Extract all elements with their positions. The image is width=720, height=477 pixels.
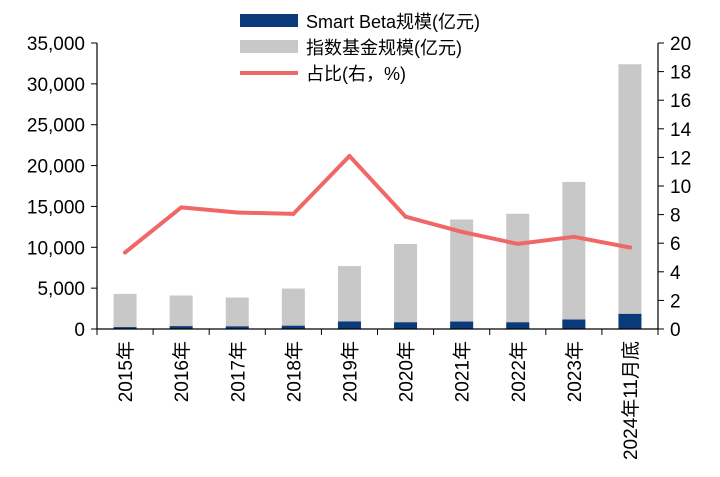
right-axis-tick-label: 10 [670, 177, 691, 198]
x-axis-category-label: 2021年 [452, 341, 474, 402]
legend-swatch-index-fund [240, 40, 298, 53]
right-axis-tick-label: 18 [670, 63, 691, 84]
left-axis-tick-label: 10,000 [27, 238, 85, 259]
smart-beta-bar [506, 322, 530, 329]
smart-beta-bar [562, 319, 586, 329]
ratio-point [515, 241, 520, 246]
ratio-point [627, 245, 632, 250]
left-axis-tick-label: 30,000 [27, 75, 85, 96]
right-axis-tick-label: 20 [670, 34, 691, 55]
right-axis-tick-label: 4 [670, 263, 681, 284]
ratio-point [571, 234, 576, 239]
ratio-point [123, 250, 128, 255]
index-fund-bar [113, 293, 137, 329]
legend: Smart Beta规模(亿元) 指数基金规模(亿元) 占比(右，%) [240, 12, 480, 84]
index-fund-bar [169, 295, 193, 329]
x-axis-category-label: 2024年11月底 [620, 341, 642, 460]
right-axis-tick-label: 2 [670, 291, 681, 312]
index-fund-bar [618, 64, 642, 329]
left-axis-tick-label: 0 [74, 320, 85, 341]
ratio-line [123, 154, 632, 255]
x-axis-category-label: 2023年 [564, 341, 586, 402]
smart-beta-bar [337, 321, 361, 329]
smart-beta-bar [618, 313, 642, 329]
ratio-point [179, 205, 184, 210]
right-axis-tick-label: 8 [670, 206, 681, 227]
index-fund-bar [450, 219, 474, 329]
smart-beta-bar [169, 326, 193, 329]
legend-label-smart-beta: Smart Beta规模(亿元) [306, 12, 480, 32]
x-axis-category-label: 2016年 [171, 341, 193, 402]
ratio-point [291, 211, 296, 216]
x-axis-category-label: 2019年 [339, 341, 361, 402]
index-fund-bar [506, 213, 530, 329]
ratio-point [347, 153, 352, 158]
smart-beta-bar [394, 322, 418, 329]
left-axis-tick-label: 25,000 [27, 116, 85, 137]
x-axis-category-label: 2017年 [227, 341, 249, 402]
x-axis-category-label: 2018年 [283, 341, 305, 402]
index-fund-bar [394, 244, 418, 329]
right-axis-tick-label: 16 [670, 91, 691, 112]
left-axis-tick-label: 5,000 [37, 279, 85, 300]
left-axis-tick-label: 20,000 [27, 157, 85, 178]
x-axis-category-label: 2022年 [508, 341, 530, 402]
plot-area: 0 5,000 10,000 15,000 20,000 25,000 30,000 35,0… [27, 34, 692, 460]
left-axis-tick-label: 15,000 [27, 197, 85, 218]
smart-beta-bar [450, 321, 474, 329]
x-axis-category-label: 2020年 [396, 341, 418, 402]
legend-label-index-fund: 指数基金规模(亿元) [306, 38, 462, 58]
right-axis-tick-label: 14 [670, 120, 692, 141]
index-fund-bar [337, 266, 361, 329]
legend-label-ratio: 占比(右，%) [306, 64, 406, 84]
smart-beta-bar [113, 327, 137, 329]
smart-beta-bar [281, 325, 305, 329]
ratio-point [459, 229, 464, 234]
right-axis-tick-label: 12 [670, 148, 691, 169]
right-axis-tick-label: 6 [670, 234, 681, 255]
ratio-point [235, 210, 240, 215]
index-fund-bar [281, 288, 305, 329]
index-fund-bar [562, 181, 586, 329]
index-fund-bar [225, 297, 249, 329]
ratio-point [403, 214, 408, 219]
smart-beta-bar [225, 326, 249, 329]
right-axis-tick-label: 0 [670, 320, 681, 341]
left-axis-tick-label: 35,000 [27, 34, 85, 55]
x-axis-category-label: 2015年 [115, 341, 137, 402]
legend-swatch-smart-beta [240, 14, 298, 27]
